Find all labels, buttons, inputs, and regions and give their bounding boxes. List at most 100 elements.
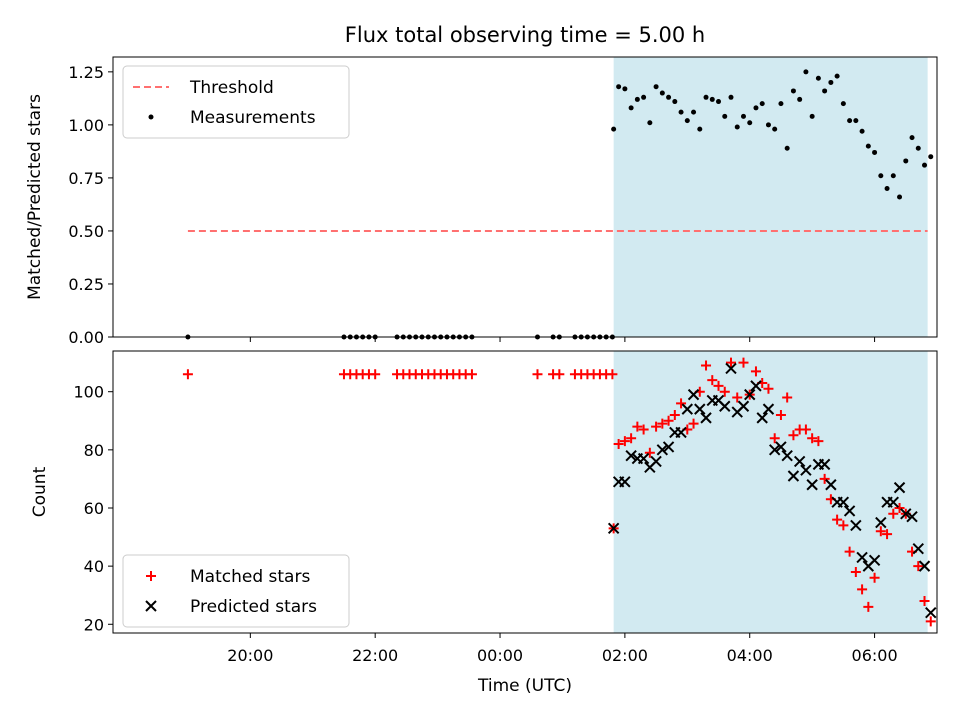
top-panel-shaded-region: [613, 57, 928, 337]
measurements-point: [616, 84, 622, 90]
matched-stars-point: [775, 409, 786, 420]
predicted-stars-point: [893, 481, 906, 494]
x-tick-label: 02:00: [602, 646, 648, 665]
measurements-point: [703, 94, 709, 100]
measurements-point: [809, 113, 815, 119]
measurements-point: [678, 109, 684, 115]
matched-stars-point: [626, 433, 637, 444]
predicted-stars-point: [775, 441, 787, 453]
matched-stars-point: [613, 439, 624, 450]
legend-entry-label: Measurements: [190, 108, 316, 128]
matched-stars-point: [888, 508, 899, 519]
legend-marker-swatch: [148, 114, 154, 120]
matched-stars-point: [763, 383, 774, 394]
measurements-point: [697, 126, 703, 132]
matched-stars-point: [688, 418, 699, 429]
measurements-point: [903, 158, 909, 164]
x-tick-label: 00:00: [477, 646, 523, 665]
predicted-stars-point: [781, 449, 793, 462]
measurements-point: [803, 69, 809, 75]
measurements-point: [778, 101, 784, 107]
matched-stars-point: [844, 546, 855, 557]
matched-stars-point: [532, 369, 543, 380]
predicted-stars-point: [818, 458, 831, 471]
predicted-stars-point: [837, 496, 850, 508]
measurements-point: [797, 96, 803, 102]
legend-entry-label: Matched stars: [190, 567, 310, 587]
measurements-point: [734, 124, 740, 130]
legend-marker-swatch: [145, 600, 157, 612]
predicted-stars-point: [856, 551, 868, 564]
measurements-point: [611, 126, 617, 132]
matched-stars-point: [857, 584, 868, 595]
measurements-point: [747, 120, 753, 126]
top-y-tick-label: 0.00: [68, 328, 104, 347]
measurements-point: [822, 88, 828, 94]
predicted-stars-point: [700, 412, 712, 424]
predicted-stars-point: [607, 522, 620, 535]
matched-stars-point: [632, 421, 643, 432]
matched-stars-point: [669, 409, 680, 420]
matched-stars-point: [676, 398, 687, 409]
measurements-point: [759, 101, 765, 107]
legend-entry-label: Predicted stars: [190, 597, 317, 617]
matched-stars-point: [638, 424, 649, 435]
measurements-point: [691, 109, 697, 115]
top-panel: 0.00 0.25 0.50 0.75 1.00 1.25 Matched/Predict…: [25, 56, 938, 347]
matched-stars-point: [644, 447, 655, 458]
predicted-stars-point: [912, 542, 924, 555]
measurements-point: [622, 86, 628, 92]
matched-stars-point: [726, 357, 736, 368]
predicted-stars-point: [656, 444, 669, 456]
measurements-point: [765, 122, 771, 128]
bottom-y-tick-label: 100: [73, 383, 104, 402]
predicted-stars-point: [719, 400, 731, 412]
top-y-axis-label: Matched/Predicted stars: [25, 94, 45, 300]
bottom-y-tick-label: 80: [84, 441, 104, 460]
matched-stars-point: [619, 436, 630, 447]
measurements-point: [815, 75, 821, 81]
predicted-stars-point: [694, 403, 706, 415]
predicted-stars-point: [793, 455, 806, 468]
top-panel-frame: [112, 56, 938, 338]
predicted-stars-point: [756, 412, 768, 424]
matched-stars-point: [882, 529, 893, 540]
predicted-stars-point: [900, 508, 912, 520]
top-y-tick-label: 0.50: [68, 222, 104, 241]
measurements-point: [716, 99, 722, 105]
measurements-point: [790, 88, 796, 94]
matched-stars-point: [738, 357, 749, 368]
matched-stars-point: [769, 433, 780, 444]
measurements-point: [865, 143, 871, 149]
measurements-point: [684, 118, 690, 124]
predicted-stars-point: [750, 380, 762, 392]
matched-stars-point: [894, 502, 905, 513]
predicted-stars-point: [619, 476, 631, 488]
bottom-y-tick-label: 20: [84, 615, 104, 634]
measurements-point: [928, 154, 934, 160]
measurements-point: [740, 113, 746, 119]
legend-marker-swatch: [146, 571, 156, 581]
measurements-point: [653, 84, 659, 90]
top-y-tick-label: 1.00: [68, 116, 104, 135]
matched-stars-point: [607, 369, 618, 380]
legend-box: [122, 554, 350, 628]
predicted-stars-point: [906, 511, 918, 523]
predicted-stars-point: [787, 470, 800, 482]
matched-stars-point: [913, 561, 924, 572]
matched-stars-point: [863, 601, 874, 612]
measurements-point: [847, 118, 853, 124]
x-tick-label: 20:00: [227, 646, 273, 665]
measurements-point: [753, 105, 759, 111]
measurements-point: [872, 149, 878, 155]
bottom-panel-shaded-region: [613, 351, 928, 633]
predicted-stars-point: [918, 560, 931, 572]
matched-stars-point: [788, 430, 799, 441]
matched-stars-series: [182, 357, 936, 627]
bottom-y-tick-label: 60: [84, 499, 104, 518]
measurements-point: [922, 162, 928, 168]
predicted-stars-point: [768, 444, 781, 456]
measurements-point: [834, 73, 840, 79]
predicted-stars-point: [925, 606, 937, 619]
